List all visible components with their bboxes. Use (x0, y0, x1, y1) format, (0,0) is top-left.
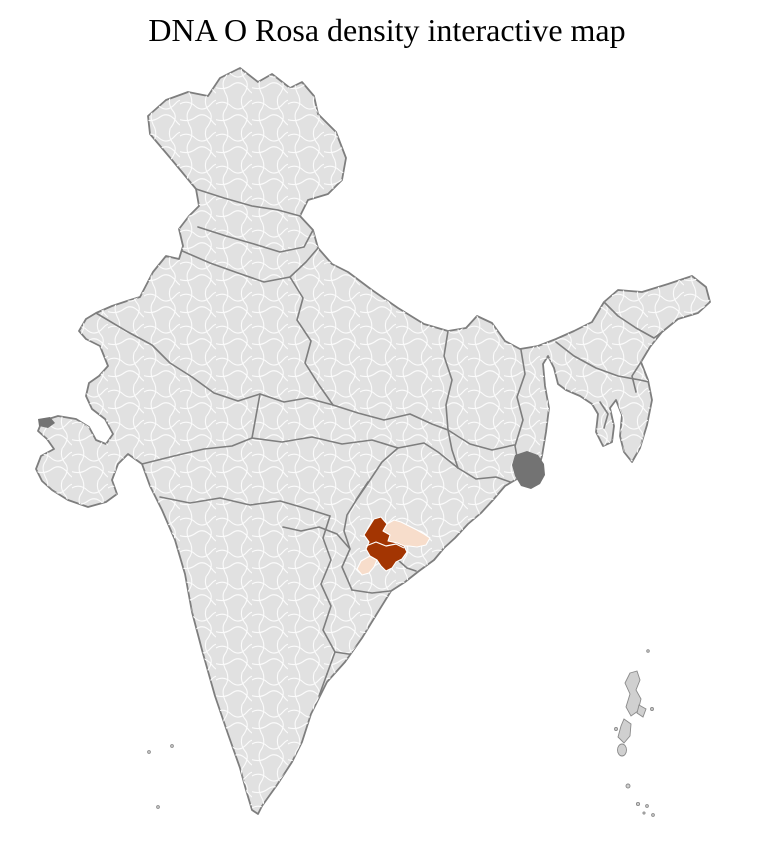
island[interactable] (156, 805, 160, 809)
highlighted-districts (356, 516, 431, 576)
state-border-line (179, 247, 319, 283)
island[interactable] (646, 649, 650, 653)
state-border-line (447, 429, 459, 469)
state-border-line (159, 496, 331, 517)
state-border-line (341, 447, 399, 591)
state-border-line (631, 361, 642, 393)
state-border-line (355, 481, 369, 501)
state-border-line (443, 330, 453, 431)
district-high[interactable] (363, 516, 408, 572)
state-border-line (141, 393, 261, 465)
state-border-line (95, 312, 334, 406)
island[interactable] (645, 804, 649, 808)
state-border-line (555, 341, 650, 383)
state-border-line (599, 401, 609, 429)
andaman-nicobar-islands[interactable] (614, 649, 655, 817)
island[interactable] (617, 743, 627, 757)
island[interactable] (642, 811, 646, 815)
island[interactable] (636, 704, 647, 718)
dense-coastal-area (512, 451, 545, 489)
island[interactable] (170, 744, 174, 748)
state-border-line (603, 301, 663, 339)
state-border-line (504, 319, 529, 342)
state-border-line (351, 589, 391, 594)
state-border-line (282, 526, 351, 550)
lakshadweep-islands[interactable] (147, 744, 174, 809)
state-border-line (251, 436, 459, 469)
island[interactable] (651, 813, 655, 817)
district-low-southwest[interactable] (356, 555, 378, 576)
state-border-line (457, 467, 514, 484)
island[interactable] (617, 718, 632, 744)
state-border-line (195, 188, 301, 217)
island[interactable] (635, 801, 641, 807)
state-border-line (289, 276, 334, 406)
district-high-divider (365, 541, 405, 549)
state-border-line (447, 429, 515, 451)
island[interactable] (614, 727, 618, 731)
page-title: DNA O Rosa density interactive map (148, 12, 626, 48)
west-coast-dark-patch (38, 417, 55, 428)
state-border-line (320, 515, 336, 675)
island[interactable] (625, 783, 631, 789)
state-border-line (197, 226, 314, 253)
island[interactable] (650, 707, 654, 711)
island[interactable] (147, 750, 151, 754)
state-border-line (332, 404, 449, 431)
